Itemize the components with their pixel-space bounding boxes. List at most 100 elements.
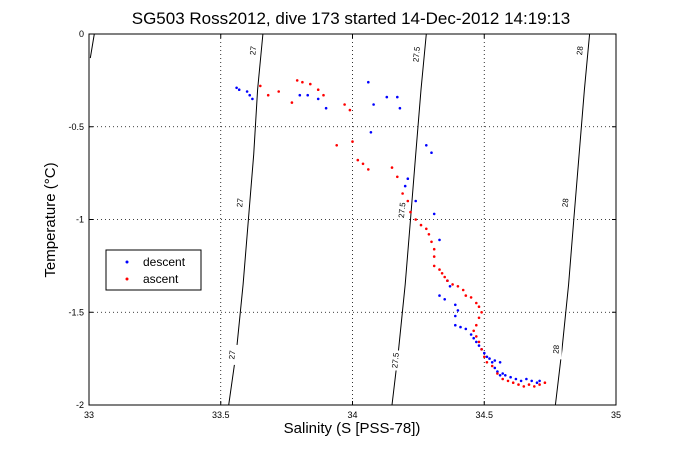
descent-point-6 <box>306 93 310 97</box>
ascent-point-57 <box>533 385 536 388</box>
descent-point-35 <box>477 344 481 347</box>
descent-point-4 <box>251 97 254 101</box>
descent-point-0 <box>235 86 238 90</box>
y-tick-label-0: 0 <box>79 29 84 39</box>
descent-point-8 <box>324 106 328 110</box>
contour-label-bg-2 <box>227 344 238 365</box>
x-tick-label-1: 33.5 <box>212 410 230 420</box>
legend-label-descent: descent <box>143 255 186 269</box>
density-contours: 27 27 27 27.5 27.5 27.5 28 28 28 <box>89 33 591 406</box>
contour-label-8: 28 <box>551 344 561 354</box>
contour-label-bg-5 <box>390 350 401 371</box>
descent-point-43 <box>493 366 497 370</box>
contour-label-1: 27 <box>235 197 245 207</box>
ascent-point-58 <box>538 383 541 386</box>
descent-point-12 <box>396 95 399 99</box>
x-tick-label-4: 35 <box>611 410 621 420</box>
ascent-point-53 <box>511 381 515 385</box>
ascent-point-26 <box>432 247 436 251</box>
descent-point-26 <box>454 303 457 307</box>
ascent-point-16 <box>390 166 394 169</box>
descent-point-50 <box>519 379 523 383</box>
descent-point-25 <box>443 298 447 301</box>
descent-point-10 <box>372 103 375 106</box>
ascent-point-33 <box>451 283 454 286</box>
ascent-point-39 <box>477 305 481 309</box>
series-descent <box>235 80 541 385</box>
density-contour-28-line-3 <box>554 33 591 406</box>
contour-label-bg-0 <box>248 40 259 61</box>
ascent-point-37 <box>469 296 473 299</box>
descent-point-27 <box>456 309 460 312</box>
density-contour-27-5-line-2 <box>391 33 427 406</box>
descent-point-37 <box>483 351 486 355</box>
ascent-point-23 <box>425 227 428 231</box>
contour-label-2: 27 <box>227 349 237 359</box>
ascent-point-21 <box>414 218 418 221</box>
descent-point-52 <box>530 379 533 383</box>
descent-point-13 <box>398 106 402 110</box>
descent-point-21 <box>438 238 441 242</box>
ascent-point-6 <box>309 82 312 86</box>
descent-point-29 <box>454 323 457 327</box>
ascent-point-24 <box>427 233 431 236</box>
ascent-point-56 <box>527 383 531 386</box>
descent-point-18 <box>403 184 407 188</box>
descent-point-30 <box>459 325 462 329</box>
ascent-point-4 <box>295 79 299 82</box>
descent-point-47 <box>504 374 507 377</box>
ascent-point-5 <box>301 80 304 84</box>
descent-point-11 <box>385 95 389 99</box>
legend-marker-descent <box>125 260 129 264</box>
legend-box <box>105 249 202 291</box>
descent-point-48 <box>509 375 512 379</box>
contour-label-0: 27 <box>248 45 258 55</box>
ascent-point-17 <box>396 175 399 179</box>
legend-label-ascent: ascent <box>143 272 179 286</box>
ascent-point-42 <box>475 323 478 327</box>
ascent-point-1 <box>266 93 270 97</box>
ascent-point-45 <box>477 340 481 344</box>
ascent-point-49 <box>490 364 494 368</box>
descent-point-5 <box>298 93 302 97</box>
ascent-point-35 <box>461 288 465 292</box>
ascent-point-36 <box>464 294 468 297</box>
ascent-point-34 <box>456 285 460 288</box>
x-tick-label-3: 34.5 <box>475 410 493 420</box>
descent-point-15 <box>425 144 428 147</box>
ascent-point-22 <box>419 223 423 227</box>
descent-point-40 <box>490 361 494 364</box>
ascent-point-0 <box>259 84 262 88</box>
y-tick-label-4: -2 <box>76 400 84 410</box>
contour-label-bg-1 <box>235 192 246 213</box>
series-ascent <box>259 79 547 388</box>
contour-label-7: 28 <box>561 197 571 207</box>
contour-label-6: 28 <box>575 45 585 55</box>
y-tick-label-2: -1 <box>76 215 84 225</box>
ascent-point-31 <box>443 275 447 279</box>
descent-point-53 <box>535 381 539 385</box>
ascent-point-43 <box>472 329 476 333</box>
legend: descent ascent <box>105 249 202 291</box>
descent-point-33 <box>472 336 476 340</box>
descent-point-51 <box>525 377 528 381</box>
descent-point-34 <box>475 340 478 344</box>
x-tick-label-2: 34 <box>347 410 357 420</box>
descent-point-45 <box>498 374 502 377</box>
contour-label-bg-8 <box>551 339 562 360</box>
ascent-point-55 <box>522 385 526 388</box>
ascent-point-25 <box>430 240 433 244</box>
contour-label-5: 27.5 <box>390 352 401 369</box>
ascent-point-20 <box>409 210 412 214</box>
ascent-point-30 <box>440 272 444 275</box>
descent-point-23 <box>448 285 452 288</box>
descent-point-2 <box>245 90 249 93</box>
descent-point-20 <box>432 212 436 216</box>
ascent-point-13 <box>356 158 360 162</box>
data-series <box>235 79 547 388</box>
descent-point-44 <box>496 370 499 373</box>
ascent-point-14 <box>361 162 365 166</box>
descent-point-41 <box>493 359 497 362</box>
ascent-point-46 <box>480 348 483 351</box>
